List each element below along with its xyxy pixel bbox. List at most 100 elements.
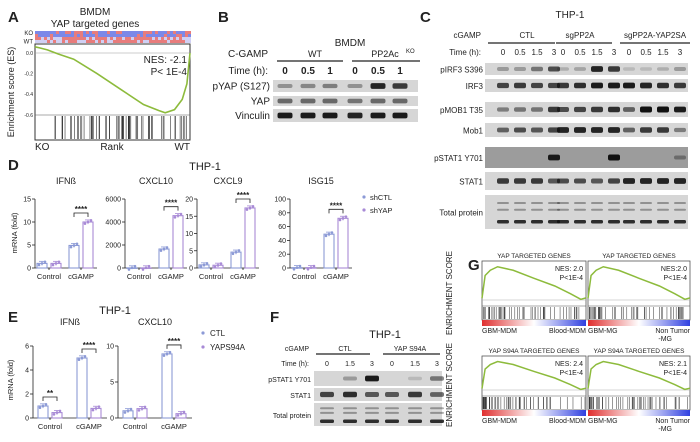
panel-c-treatment-label: cGAMP <box>453 31 481 40</box>
panel-c-band <box>608 202 620 204</box>
heatmap-cell <box>140 40 143 43</box>
panel-b-band <box>371 113 386 119</box>
panel-d-chart-2-y-tick-label: 0 <box>189 266 193 273</box>
panel-d-chart-0-data-point <box>55 262 58 265</box>
panel-c-time-5: 0.5 <box>574 48 586 57</box>
heatmap-cell <box>86 34 89 37</box>
heatmap-cell <box>104 40 107 43</box>
panel-c-band <box>531 67 543 72</box>
panel-c-row-label: IRF3 <box>466 82 484 91</box>
heatmap-cell <box>140 34 143 37</box>
panel-d-chart-2-y-tick-label: 5 <box>189 248 193 255</box>
panel-c-band <box>497 202 509 204</box>
panel-c-band <box>674 83 686 88</box>
legend-label: shYAP <box>370 206 392 215</box>
panel-c-band <box>531 128 543 133</box>
heatmap-cell <box>173 34 176 37</box>
panel-d-chart-0-y-tick-label: 0 <box>27 266 31 273</box>
panel-f-band <box>430 412 444 414</box>
panel-d-chart-1-x-tick-label: cGAMP <box>158 272 184 281</box>
panel-d-chart-3-data-point <box>310 266 313 269</box>
gsea-plot-1-p-value: P<1E-4 <box>663 275 687 282</box>
heatmap-cell <box>131 37 134 40</box>
panel-c-band <box>640 209 652 211</box>
heatmap-cell <box>149 31 152 34</box>
panel-d-chart-1-data-point <box>163 248 166 251</box>
panel-c-band <box>657 83 669 89</box>
heatmap-cell <box>65 34 68 37</box>
panel-f-band <box>385 407 399 409</box>
panel-e-chart-0-x-tick-label: Control <box>38 422 63 431</box>
panel-e-chart-1-title: CXCL10 <box>138 317 172 327</box>
panel-b-time-0: 0 <box>282 66 288 77</box>
heatmap-cell <box>167 34 170 37</box>
panel-c-band <box>531 83 543 88</box>
heatmap-cell <box>182 37 185 40</box>
panel-c-band <box>608 209 620 211</box>
panel-c-time-label: Time (h): <box>449 48 481 57</box>
gsea-plot-0-title: YAP TARGETED GENES <box>497 253 571 260</box>
panel-b-time-3: 0 <box>352 66 358 77</box>
heatmap-cell <box>104 37 107 40</box>
panel-e-chart-0-data-point <box>53 413 56 416</box>
heatmap-cell <box>44 40 47 43</box>
panel-f-band <box>385 392 399 397</box>
heatmap-cell <box>131 40 134 43</box>
panel-c-time-10: 1.5 <box>657 48 669 57</box>
panel-c-band <box>591 66 603 72</box>
heatmap-cell <box>59 34 62 37</box>
panel-d-chart-0-title: IFNß <box>56 176 76 186</box>
panel-c-band <box>674 107 686 113</box>
panel-c-band <box>640 127 652 132</box>
heatmap-cell <box>116 37 119 40</box>
panel-b-time-1: 0.5 <box>301 66 315 77</box>
panel-c-band <box>591 209 603 211</box>
panel-d-chart-3-y-tick-label: 40 <box>278 238 286 245</box>
panel-c-band <box>531 178 543 183</box>
panel-f-band <box>343 407 357 409</box>
panel-f-band <box>343 412 357 414</box>
panel-f-time-1: 1.5 <box>345 361 355 368</box>
heatmap-cell <box>44 31 47 34</box>
panel-e-chart-0-data-point <box>95 407 98 410</box>
heatmap-cell <box>50 40 53 43</box>
heatmap-cell <box>167 40 170 43</box>
panel-d-chart-1-x-tick-label: Control <box>127 272 152 281</box>
panel-c-band <box>623 67 635 70</box>
gsea-plot-1-right-label: Non Tumor -MG <box>655 328 690 343</box>
panel-c-band <box>591 202 603 204</box>
panel-c-band <box>657 178 669 184</box>
panel-c-band <box>674 220 686 224</box>
p-value: P< 1E-4 <box>151 67 188 78</box>
panel-c-band <box>608 107 620 113</box>
heatmap-cell <box>113 37 116 40</box>
gsea-plot-1-left-label: GBM-MG <box>588 328 618 335</box>
heatmap-cell <box>185 40 188 43</box>
heatmap-cell <box>119 37 122 40</box>
panel-g-y-axis-label-top: ENRICHMENT SCORE <box>445 251 454 335</box>
panel-e-chart-0-significance-label: **** <box>83 341 96 350</box>
heatmap-cell <box>89 31 92 34</box>
panel-e-chart-0-y-tick-label: 6 <box>25 344 29 351</box>
panel-d-chart-3-y-tick-label: 100 <box>274 197 286 204</box>
heatmap-cell <box>89 40 92 43</box>
panel-b-band <box>278 113 293 119</box>
heatmap-cell <box>77 40 80 43</box>
legend-marker <box>201 331 204 334</box>
heatmap-cell <box>179 40 182 43</box>
panel-f-treatment-label: cGAMP <box>285 346 309 353</box>
panel-d-chart-0-data-point <box>90 219 93 222</box>
heatmap-cell <box>143 37 146 40</box>
gsea-plot-0-right-label: Blood-MDM <box>549 328 586 335</box>
panel-c-band <box>574 107 586 112</box>
heatmap-cell <box>38 40 41 43</box>
group-label-0: CTL <box>519 31 535 40</box>
heatmap-cell <box>173 31 176 34</box>
gsea-plot-3-right-label-line: -MG <box>658 426 672 433</box>
heatmap-cell <box>158 34 161 37</box>
panel-e-chart-0-data-point <box>98 405 101 408</box>
panel-e-chart-0-y-tick-label: 2 <box>25 392 29 399</box>
panel-b-band <box>393 113 408 119</box>
group-label-pp2ac: PP2Ac <box>371 49 399 59</box>
panel-f-time-2: 3 <box>370 361 374 368</box>
